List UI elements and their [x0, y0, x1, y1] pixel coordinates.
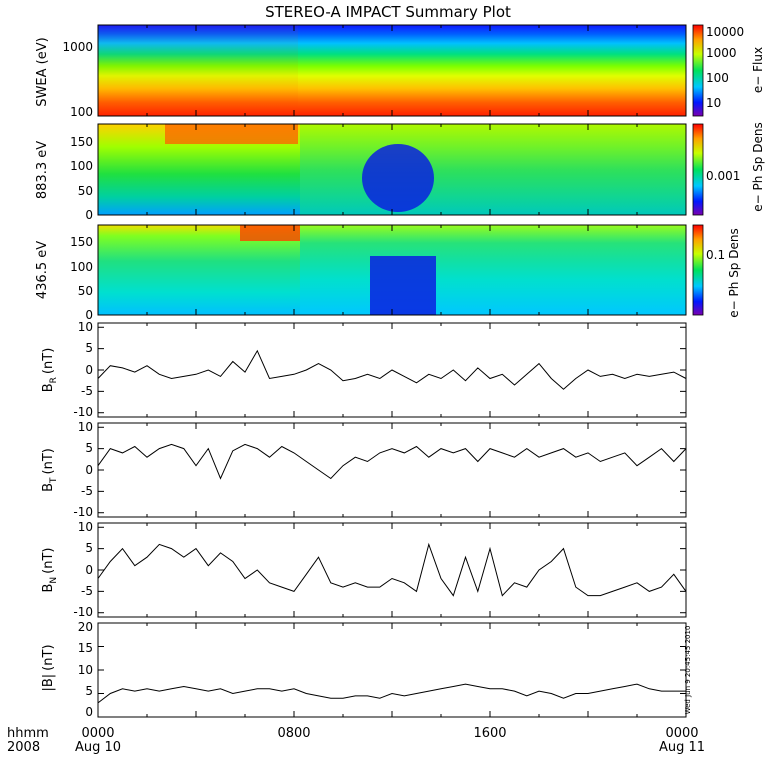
bt-ylabel-unit: (nT)	[41, 448, 56, 474]
br-ylabel-b: B	[41, 383, 56, 392]
bn-ytick-m10: -10	[73, 605, 93, 619]
footer-tick-0800: 0800	[277, 726, 310, 741]
footer-date-aug10: Aug 10	[75, 740, 121, 755]
bn-ylabel-unit: (nT)	[41, 548, 56, 574]
pad-436-ylabel: 436.5 eV	[35, 241, 50, 299]
pad-436-ytick-150: 150	[70, 235, 93, 249]
swea-cb-tick-100: 100	[706, 71, 729, 85]
bmag-ytick-5: 5	[85, 684, 93, 698]
br-ytick-m5: -5	[81, 384, 93, 398]
bmag-ytick-10: 10	[78, 663, 93, 677]
bn-ylabel: BN (nT)	[41, 548, 59, 593]
swea-cb-tick-10: 10	[706, 96, 721, 110]
bt-ytick-0: 0	[85, 463, 93, 477]
swea-cb-tick-1000: 1000	[706, 46, 737, 60]
bn-ylabel-b: B	[41, 584, 56, 593]
pad-883-right-region	[300, 124, 686, 215]
bt-ylabel: BT (nT)	[41, 448, 59, 492]
swea-spectrogram-image	[98, 25, 686, 116]
swea-ytick-1000: 1000	[62, 40, 93, 54]
footer-date-aug11: Aug 11	[659, 740, 705, 755]
bmag-ytick-15: 15	[78, 641, 93, 655]
bn-ytick-10: 10	[78, 520, 93, 534]
pad-883-ytick-100: 100	[70, 159, 93, 173]
swea-ylabel: SWEA (eV)	[35, 37, 50, 106]
br-ytick-0: 0	[85, 363, 93, 377]
pad-436-low-density-patch	[370, 256, 436, 315]
swea-spectrogram-panel: 1000 100 SWEA (eV) 10000 1000 100 10 e− …	[35, 24, 765, 119]
bt-trace	[97, 443, 687, 480]
footer-hhmm-label: hhmm	[7, 726, 49, 741]
pad-883-ylabel: 883.3 eV	[35, 141, 50, 199]
pad-883-ytick-150: 150	[70, 135, 93, 149]
bn-ytick-5: 5	[85, 541, 93, 555]
pad-883-red-patch	[165, 124, 298, 144]
swea-ytick-100: 100	[70, 105, 93, 119]
figure-title: STEREO-A IMPACT Summary Plot	[265, 3, 511, 21]
bn-ytick-m5: -5	[81, 584, 93, 598]
bt-ytick-m5: -5	[81, 484, 93, 498]
bn-trace	[97, 542, 687, 597]
pad-883-ytick-50: 50	[78, 184, 93, 198]
bmag-ylabel: |B| (nT)	[41, 644, 56, 691]
br-ylabel-sub: R	[49, 377, 59, 383]
bt-ytick-10: 10	[78, 420, 93, 434]
pad-436-cb-tick: 0.1	[706, 248, 725, 262]
pad-883-cb-label: e− Ph Sp Dens	[751, 122, 765, 211]
pad-436-panel: 150 100 50 0 436.5 eV 0.1 e− Ph Sp Dens	[35, 224, 741, 322]
pad-883-cb-tick: 0.001	[706, 169, 740, 183]
br-ytick-10: 10	[78, 320, 93, 334]
pad-883-ytick-0: 0	[85, 208, 93, 222]
br-ytick-5: 5	[85, 341, 93, 355]
footer-tick-1600: 1600	[473, 726, 506, 741]
bt-ylabel-sub: T	[49, 477, 59, 484]
swea-step-overlay	[98, 25, 298, 116]
pad-883-panel: 150 100 50 0 883.3 eV 0.001 e− Ph Sp Den…	[35, 122, 765, 222]
bn-frame	[97, 522, 687, 618]
bmag-trace	[97, 683, 686, 704]
bn-ylabel-sub: N	[49, 577, 59, 584]
time-axis-footer: hhmm 2008 0000 0800 1600 0000 Aug 10 Aug…	[7, 726, 705, 755]
pad-436-ytick-100: 100	[70, 260, 93, 274]
swea-colorbar	[692, 24, 704, 117]
br-trace	[97, 349, 687, 390]
generation-timestamp: Wed Jun 9 20:45:45 2010	[684, 626, 692, 715]
br-ylabel: BR (nT)	[41, 348, 59, 393]
bmag-ytick-0: 0	[85, 705, 93, 719]
bn-ytick-0: 0	[85, 563, 93, 577]
bmag-ylabel-b: |B|	[41, 674, 56, 692]
bt-ylabel-b: B	[41, 483, 56, 492]
pad-436-red-patch	[240, 225, 300, 241]
pad-436-colorbar	[692, 224, 704, 316]
pad-436-ytick-0: 0	[85, 308, 93, 322]
pad-436-ytick-50: 50	[78, 284, 93, 298]
swea-cb-label: e− Flux	[751, 47, 765, 93]
footer-year-label: 2008	[7, 740, 40, 755]
br-panel: 10 5 0 -5 -10 BR (nT)	[41, 320, 687, 419]
bmag-ylabel-unit: (nT)	[41, 644, 56, 670]
bt-panel: 10 5 0 -5 -10 BT (nT)	[41, 420, 687, 519]
footer-tick-0000-end: 0000	[665, 726, 698, 741]
pad-883-colorbar	[692, 123, 704, 216]
bt-ytick-m10: -10	[73, 505, 93, 519]
pad-436-right-region	[300, 225, 686, 315]
bn-panel: 10 5 0 -5 -10 BN (nT)	[41, 520, 687, 619]
bmag-frame	[97, 622, 687, 718]
bt-frame	[97, 422, 687, 518]
pad-883-low-density-patch	[362, 144, 434, 212]
pad-436-cb-label: e− Ph Sp Dens	[727, 228, 741, 317]
footer-tick-0000-start: 0000	[81, 726, 114, 741]
br-ytick-m10: -10	[73, 405, 93, 419]
bmag-panel: 20 15 10 5 0 |B| (nT) Wed Jun 9 20:45:45 …	[41, 620, 692, 719]
br-ylabel-unit: (nT)	[41, 348, 56, 374]
bmag-ytick-20: 20	[78, 620, 93, 634]
swea-cb-tick-10000: 10000	[706, 25, 744, 39]
bt-ytick-5: 5	[85, 441, 93, 455]
